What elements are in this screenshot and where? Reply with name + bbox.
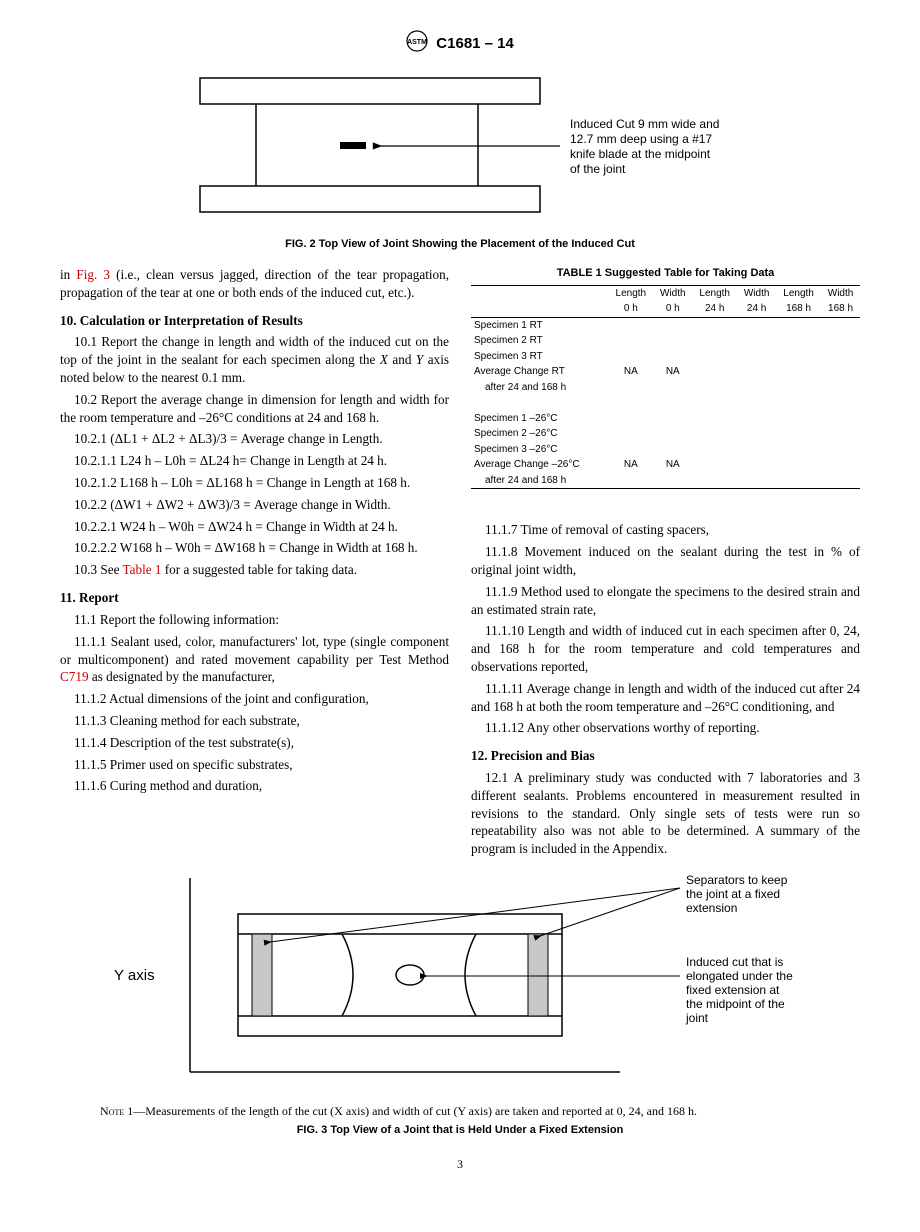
svg-text:Y axis: Y axis [114,967,155,984]
paragraph: 11.1.7 Time of removal of casting spacer… [471,521,860,539]
link-fig-3[interactable]: Fig. 3 [76,267,110,282]
col-head: 0 h [653,301,692,317]
col-head: Width [821,285,860,301]
col-head: Length [608,285,653,301]
svg-text:knife blade at the midpoint: knife blade at the midpoint [570,147,711,161]
figure-3-caption: FIG. 3 Top View of a Joint that is Held … [60,1123,860,1138]
paragraph: in Fig. 3 (i.e., clean versus jagged, di… [60,266,449,302]
page-number: 3 [60,1156,860,1172]
col-head: 24 h [737,301,776,317]
paragraph: 10.2.1 (ΔL1 + ΔL2 + ΔL3)/3 = Average cha… [60,430,449,448]
row-label: after 24 and 168 h [471,380,608,396]
paragraph: 11.1.3 Cleaning method for each substrat… [60,712,449,730]
paragraph: 10.1 Report the change in length and wid… [60,333,449,386]
left-column: in Fig. 3 (i.e., clean versus jagged, di… [60,266,449,799]
row-label: Specimen 3 –26°C [471,442,608,458]
col-head: Length [692,285,737,301]
cell-na: NA [608,364,653,380]
section-10-heading: 10. Calculation or Interpretation of Res… [60,312,449,330]
page-header: ASTM C1681 – 14 [60,30,860,58]
svg-text:extension: extension [686,901,737,915]
paragraph: 10.2.2.1 W24 h – W0h = ΔW24 h = Change i… [60,518,449,536]
cell-na: NA [653,457,692,473]
svg-text:elongated under the: elongated under the [686,969,793,983]
cell-na: NA [608,457,653,473]
paragraph: 11.1.4 Description of the test substrate… [60,734,449,752]
paragraph: 11.1.1 Sealant used, color, manufacturer… [60,633,449,686]
figure-2: Induced Cut 9 mm wide and12.7 mm deep us… [60,68,860,233]
figure-3: Separators to keepthe joint at a fixedex… [60,872,860,1097]
svg-text:the midpoint of the: the midpoint of the [686,997,785,1011]
row-label: Average Change RT [471,364,608,380]
section-12-heading: 12. Precision and Bias [471,747,860,765]
col-head: 168 h [821,301,860,317]
link-table-1[interactable]: Table 1 [122,562,161,577]
svg-text:the joint at a fixed: the joint at a fixed [686,887,780,901]
row-label: Specimen 3 RT [471,349,608,365]
row-label: Specimen 1 RT [471,317,608,333]
astm-logo-icon: ASTM [406,30,428,58]
figure-3-note: Note 1—Measurements of the length of the… [100,1103,860,1119]
paragraph: 11.1.10 Length and width of induced cut … [471,622,860,675]
col-head: Width [653,285,692,301]
paragraph: 11.1.6 Curing method and duration, [60,777,449,795]
right-column: TABLE 1 Suggested Table for Taking Data … [471,266,860,862]
paragraph: 10.2 Report the average change in dimens… [60,391,449,427]
paragraph: 10.2.2.2 W168 h – W0h = ΔW168 h = Change… [60,539,449,557]
cell-na: NA [653,364,692,380]
col-head: Length [776,285,821,301]
paragraph: 11.1.2 Actual dimensions of the joint an… [60,690,449,708]
paragraph: 11.1.5 Primer used on specific substrate… [60,756,449,774]
svg-text:joint: joint [685,1011,709,1025]
col-head: 168 h [776,301,821,317]
svg-text:Induced Cut 9 mm wide and: Induced Cut 9 mm wide and [570,117,719,131]
figure-2-svg: Induced Cut 9 mm wide and12.7 mm deep us… [140,68,780,228]
body-columns: in Fig. 3 (i.e., clean versus jagged, di… [60,266,860,862]
col-head: Width [737,285,776,301]
col-head: 0 h [608,301,653,317]
svg-text:Induced cut that is: Induced cut that is [686,955,783,969]
paragraph: 12.1 A preliminary study was conducted w… [471,769,860,858]
row-label: after 24 and 168 h [471,473,608,489]
svg-text:12.7 mm deep using a #17: 12.7 mm deep using a #17 [570,132,712,146]
paragraph: 11.1.8 Movement induced on the sealant d… [471,543,860,579]
row-label: Average Change –26°C [471,457,608,473]
row-label: Specimen 2 –26°C [471,426,608,442]
paragraph: 10.2.2 (ΔW1 + ΔW2 + ΔW3)/3 = Average cha… [60,496,449,514]
paragraph: 11.1 Report the following information: [60,611,449,629]
paragraph: 10.2.1.1 L24 h – L0h = ΔL24 h= Change in… [60,452,449,470]
section-11-heading: 11. Report [60,589,449,607]
paragraph: 10.2.1.2 L168 h – L0h = ΔL168 h = Change… [60,474,449,492]
col-head: 24 h [692,301,737,317]
figure-2-caption: FIG. 2 Top View of Joint Showing the Pla… [60,237,860,252]
table-1-title: TABLE 1 Suggested Table for Taking Data [471,266,860,281]
paragraph: 11.1.12 Any other observations worthy of… [471,719,860,737]
table-1: Length Width Length Width Length Width 0… [471,285,860,490]
link-c719[interactable]: C719 [60,669,89,684]
svg-text:Separators to keep: Separators to keep [686,873,788,887]
paragraph: 10.3 See Table 1 for a suggested table f… [60,561,449,579]
svg-text:of the joint: of the joint [570,162,626,176]
svg-text:fixed extension at: fixed extension at [686,983,780,997]
svg-text:ASTM: ASTM [407,39,427,46]
table-1-wrap: TABLE 1 Suggested Table for Taking Data … [471,266,860,489]
row-label: Specimen 2 RT [471,333,608,349]
paragraph: 11.1.11 Average change in length and wid… [471,680,860,716]
paragraph: 11.1.9 Method used to elongate the speci… [471,583,860,619]
doc-id: C1681 – 14 [436,35,514,52]
figure-3-svg: Separators to keepthe joint at a fixedex… [80,872,840,1092]
row-label: Specimen 1 –26°C [471,411,608,427]
